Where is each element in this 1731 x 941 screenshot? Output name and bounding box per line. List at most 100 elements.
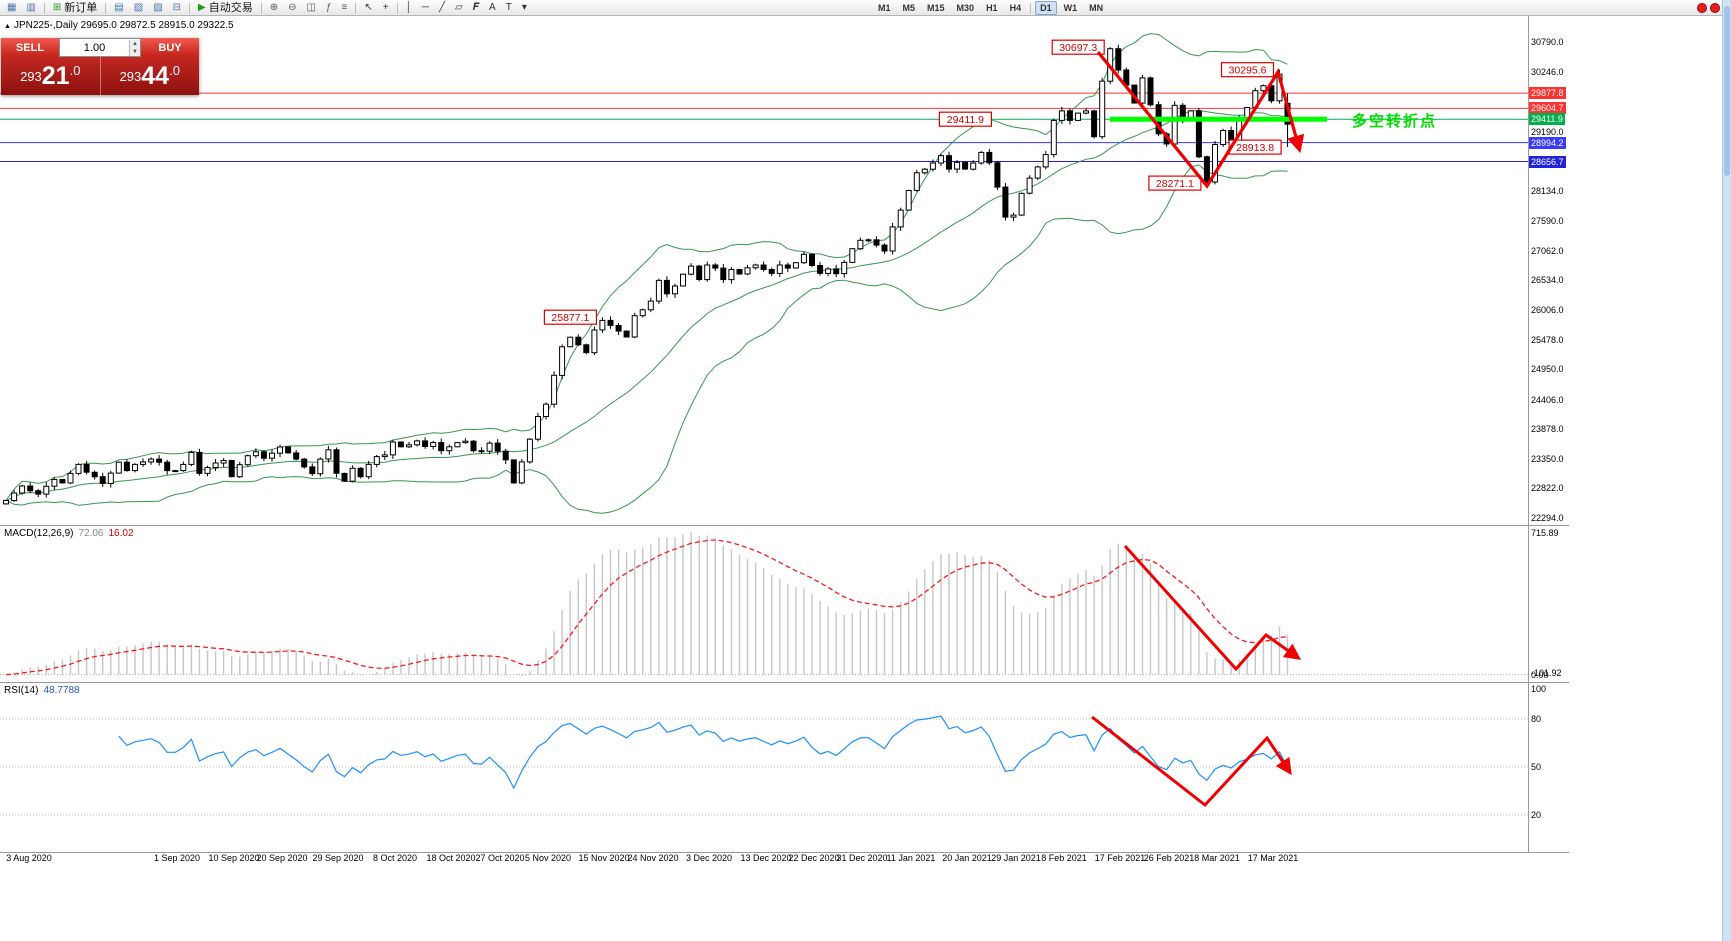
- volume-spinner[interactable]: ▲ ▼: [129, 39, 140, 56]
- annotation-box[interactable]: [1148, 175, 1202, 191]
- bollinger-bands: [5, 33, 1288, 514]
- macd-main-value: 72.06: [78, 528, 104, 539]
- rsi-axis[interactable]: 100 80 50 20: [1529, 683, 1571, 851]
- bar-chart-icon[interactable]: ▥: [22, 1, 39, 15]
- toolbar-separator: [1030, 2, 1032, 14]
- cursor-icon[interactable]: ↖: [360, 1, 376, 15]
- volume-input[interactable]: 1.00 ▲ ▼: [59, 38, 141, 57]
- price-axis[interactable]: 30790.0 30246.0 29190.0 28134.0 27590.0 27062…: [1529, 16, 1571, 525]
- tf-h1-button[interactable]: H1: [986, 3, 998, 13]
- date-axis-label: 18 Oct 2020: [426, 853, 476, 863]
- tf-m1-button[interactable]: M1: [878, 3, 891, 13]
- vertical-line-icon[interactable]: │: [402, 1, 416, 15]
- chart-window-icon[interactable]: ▦: [3, 1, 20, 15]
- data-window-icon[interactable]: ▧: [130, 1, 147, 15]
- main-price-chart[interactable]: 30697.3 30295.6 29411.9 28913.8 28271.1 25877…: [0, 16, 1528, 525]
- scrollbar-thumb[interactable]: [1724, 6, 1730, 176]
- buy-price[interactable]: 293 44.0: [101, 57, 200, 95]
- date-axis-label: 29 Jan 2021: [991, 853, 1041, 863]
- text-tool-icon[interactable]: A: [485, 1, 500, 15]
- tf-m15-button[interactable]: M15: [927, 3, 945, 13]
- macd-signal-line: [5, 539, 1288, 676]
- annotation-text: 30295.6: [1229, 65, 1267, 77]
- buy-button[interactable]: BUY: [141, 38, 199, 57]
- autotrade-button[interactable]: ▶ 自动交易: [194, 1, 257, 15]
- macd-axis[interactable]: 715.89 0.00 -101.92: [1529, 526, 1571, 682]
- sell-button[interactable]: SELL: [1, 38, 59, 57]
- tf-mn-button[interactable]: MN: [1089, 3, 1104, 13]
- date-axis-label: 8 Mar 2021: [1194, 853, 1240, 863]
- trend-arrow[interactable]: [1096, 50, 1305, 189]
- vertical-line-icon-icon: │: [405, 2, 412, 13]
- rsi-axis-label: 20: [1531, 810, 1542, 820]
- date-axis-label: 29 Sep 2020: [312, 853, 364, 863]
- indicators-icon[interactable]: ƒ: [322, 1, 336, 15]
- sell-price-big: 21: [41, 61, 70, 90]
- level-lines[interactable]: [0, 92, 1528, 162]
- price-axis-label: 24950.0: [1531, 364, 1564, 374]
- macd-axis-label: 715.89: [1531, 528, 1559, 538]
- tf-d1-button[interactable]: D1: [1035, 1, 1057, 15]
- horizontal-line-icon[interactable]: ─: [418, 1, 433, 15]
- trade-panel-prices: 293 21.0 293 44.0: [1, 57, 199, 95]
- fibonacci-icon[interactable]: 𝑭: [469, 1, 483, 15]
- spinner-up-icon[interactable]: ▲: [130, 39, 140, 48]
- trendline-icon-icon: ╱: [438, 2, 445, 13]
- cursor-icon-icon: ↖: [364, 2, 373, 13]
- macd-histogram: [13, 532, 1289, 676]
- alert-icon-2[interactable]: [1710, 3, 1720, 13]
- rsi-panel-separator[interactable]: [0, 682, 1569, 683]
- tf-w1-button[interactable]: W1: [1063, 3, 1078, 13]
- annotation-box[interactable]: [938, 111, 993, 127]
- volume-value[interactable]: 1.00: [83, 41, 106, 54]
- price-axis-label: 30246.0: [1531, 67, 1564, 77]
- alert-icon-1[interactable]: [1697, 3, 1707, 13]
- sell-price[interactable]: 293 21.0: [1, 57, 101, 95]
- date-axis-label: 3 Aug 2020: [6, 853, 52, 863]
- zoom-in-icon[interactable]: ⊕: [266, 1, 282, 15]
- annotation-box[interactable]: [1051, 39, 1105, 55]
- price-axis-label: 22294.0: [1531, 513, 1564, 523]
- terminal-icon-icon: ⊟: [172, 2, 182, 13]
- crosshair-icon[interactable]: +: [379, 1, 393, 15]
- zoom-out-icon[interactable]: ⊖: [284, 1, 300, 15]
- price-annotations: 30697.3 30295.6 29411.9 28913.8 28271.1 25877…: [543, 39, 1282, 325]
- annotation-box[interactable]: [543, 309, 598, 325]
- label-tool-icon[interactable]: T: [502, 1, 516, 15]
- date-axis-label: 27 Oct 2020: [475, 853, 525, 863]
- date-axis-label: 13 Dec 2020: [740, 853, 792, 863]
- chart-window-icon-icon: ▦: [7, 2, 17, 13]
- shapes-dropdown-icon[interactable]: ▾: [518, 1, 531, 15]
- tile-windows-icon-icon: ◫: [306, 2, 316, 13]
- tf-m5-button[interactable]: M5: [902, 3, 916, 13]
- toolbar-separator: [43, 2, 45, 14]
- market-watch-icon[interactable]: ▤: [110, 1, 127, 15]
- rsi-axis-label: 80: [1531, 714, 1542, 724]
- tf-h4-button[interactable]: H4: [1009, 3, 1022, 13]
- tile-windows-icon[interactable]: ◫: [303, 1, 320, 15]
- annotation-box[interactable]: [1228, 139, 1282, 155]
- annotation-box[interactable]: [1220, 62, 1275, 78]
- terminal-icon[interactable]: ⊟: [169, 1, 185, 15]
- rsi-value: 48.7788: [43, 685, 80, 696]
- templates-icon[interactable]: ≡: [338, 1, 352, 15]
- macd-trend-arrow[interactable]: [1123, 544, 1302, 672]
- time-axis[interactable]: 3 Aug 2020 1 Sep 2020 10 Sep 2020 20 Sep 20…: [0, 853, 1569, 867]
- new-order-button[interactable]: ⊞ 新订单: [49, 1, 101, 15]
- price-axis-label: 22822.0: [1531, 483, 1564, 493]
- navigator-icon[interactable]: ▨: [149, 1, 166, 15]
- macd-panel-separator[interactable]: [0, 525, 1569, 526]
- vertical-scrollbar[interactable]: [1722, 0, 1731, 941]
- macd-panel[interactable]: [0, 526, 1528, 682]
- trendline-icon[interactable]: ╱: [435, 1, 449, 15]
- spinner-down-icon[interactable]: ▼: [130, 47, 140, 56]
- collapse-triangle-icon[interactable]: ▲: [4, 23, 11, 30]
- rsi-trend-arrow[interactable]: [1091, 715, 1292, 808]
- rsi-panel[interactable]: [0, 683, 1528, 851]
- date-axis-label: 20 Jan 2021: [942, 853, 992, 863]
- tf-m30-button[interactable]: M30: [956, 3, 975, 13]
- timeframe-toolbar: M1 M5 M15 M30 H1 H4 D1 W1 MN: [872, 0, 1109, 16]
- level-price-tag: 29411.9: [1529, 113, 1565, 125]
- channel-icon[interactable]: ▱: [451, 1, 467, 15]
